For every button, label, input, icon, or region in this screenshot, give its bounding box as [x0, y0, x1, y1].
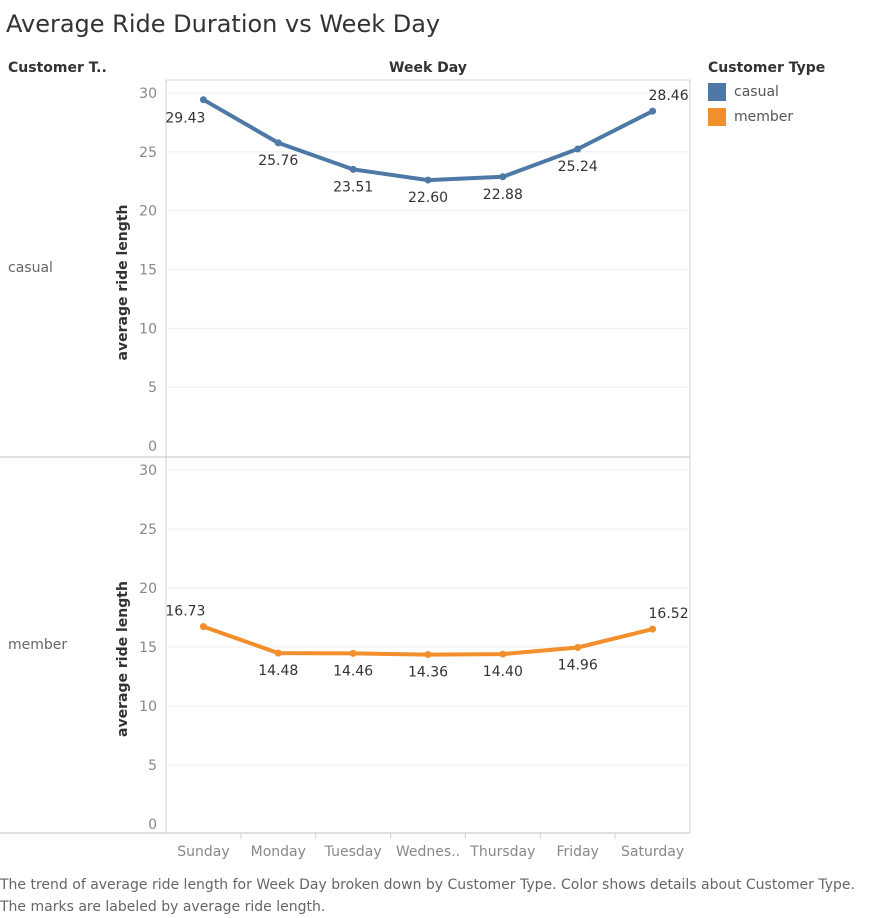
legend-swatch-member [708, 107, 726, 126]
legend-item-casual[interactable]: casual [708, 79, 825, 104]
legend: Customer Type casual member [708, 60, 825, 129]
legend-title: Customer Type [708, 60, 826, 76]
data-label-member: 16.52 [649, 606, 689, 622]
data-label-casual: 28.46 [649, 88, 689, 104]
data-label-member: 14.48 [258, 663, 298, 679]
data-point-casual[interactable] [274, 139, 282, 147]
x-tick-label: Monday [251, 844, 306, 860]
y-tick-label: 30 [139, 86, 157, 102]
y-tick-label: 10 [139, 321, 157, 337]
y-tick-label: 5 [148, 758, 157, 774]
x-tick-label: Sunday [177, 844, 229, 860]
data-label-member: 14.96 [558, 657, 598, 673]
data-label-casual: 25.24 [558, 159, 598, 175]
x-tick-label: Wednes.. [396, 844, 460, 860]
column-header[interactable]: Week Day [389, 60, 467, 76]
data-point-casual[interactable] [499, 173, 507, 181]
data-point-member[interactable] [499, 650, 507, 658]
y-tick-label: 15 [139, 263, 157, 279]
data-point-member[interactable] [649, 625, 657, 633]
y-tick-label: 0 [148, 817, 157, 833]
y-tick-label: 10 [139, 699, 157, 715]
pane-label-casual: casual [8, 260, 53, 276]
legend-label-casual: casual [734, 83, 779, 100]
y-tick-label: 0 [148, 439, 157, 455]
data-label-casual: 29.43 [165, 111, 205, 127]
row-header[interactable]: Customer T.. [8, 60, 107, 76]
chart-title: Average Ride Duration vs Week Day [6, 10, 441, 38]
data-point-casual[interactable] [649, 107, 657, 115]
y-tick-label: 15 [139, 640, 157, 656]
data-point-casual[interactable] [349, 165, 357, 173]
chart-caption: The trend of average ride length for Wee… [0, 877, 855, 915]
data-point-casual[interactable] [199, 96, 207, 104]
data-point-casual[interactable] [574, 145, 582, 153]
y-tick-label: 20 [139, 581, 157, 597]
data-label-member: 16.73 [165, 604, 205, 620]
y-axis-title: average ride length [115, 581, 131, 737]
x-tick-label: Thursday [469, 844, 535, 860]
data-label-casual: 22.88 [483, 187, 523, 203]
y-tick-label: 5 [148, 380, 157, 396]
x-tick-label: Tuesday [324, 844, 382, 860]
x-tick-label: Friday [556, 844, 598, 860]
data-label-casual: 22.60 [408, 190, 448, 206]
data-label-member: 14.36 [408, 665, 448, 681]
data-label-casual: 23.51 [333, 179, 373, 195]
data-label-member: 14.46 [333, 663, 373, 679]
y-axis-title: average ride length [115, 205, 131, 361]
data-point-member[interactable] [424, 651, 432, 659]
y-tick-label: 25 [139, 522, 157, 538]
pane-label-member: member [8, 637, 68, 653]
y-tick-label: 25 [139, 145, 157, 161]
legend-label-member: member [734, 108, 794, 125]
x-tick-label: Saturday [621, 844, 684, 860]
data-point-member[interactable] [349, 649, 357, 657]
data-point-member[interactable] [274, 649, 282, 657]
y-tick-label: 20 [139, 204, 157, 220]
legend-swatch-casual [708, 82, 726, 101]
data-point-member[interactable] [574, 643, 582, 651]
data-label-casual: 25.76 [258, 153, 298, 169]
y-tick-label: 30 [139, 463, 157, 479]
legend-item-member[interactable]: member [708, 104, 825, 129]
data-point-member[interactable] [199, 623, 207, 631]
data-point-casual[interactable] [424, 176, 432, 184]
data-label-member: 14.40 [483, 664, 523, 680]
series-line-member[interactable] [201, 624, 655, 657]
